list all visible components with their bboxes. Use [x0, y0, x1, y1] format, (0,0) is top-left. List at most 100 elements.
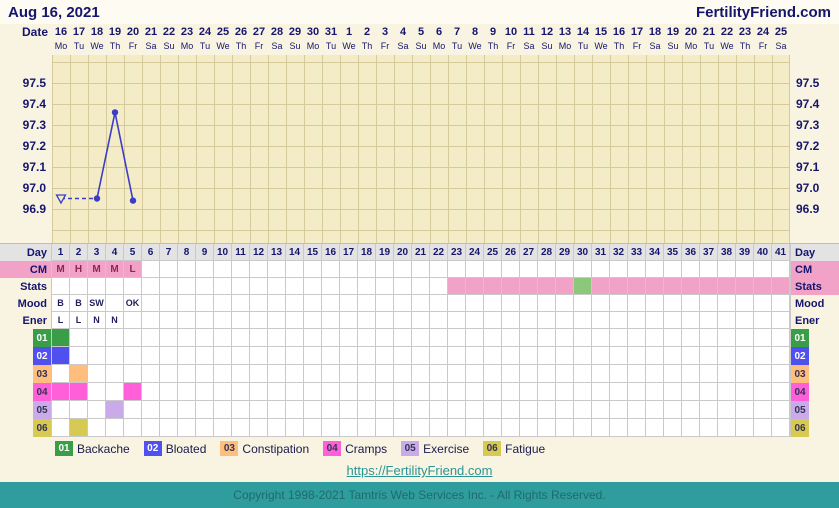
mood-cell[interactable] [376, 295, 394, 312]
day-cell[interactable]: 37 [700, 244, 718, 261]
symptom-cell[interactable] [664, 329, 682, 347]
cm-cell[interactable] [196, 261, 214, 278]
date-column[interactable]: 17 Fr [628, 24, 646, 55]
date-column[interactable]: 23 Mo [178, 24, 196, 55]
stats-cell[interactable] [592, 278, 610, 295]
symptom-cell[interactable] [52, 329, 70, 347]
symptom-cell[interactable] [394, 419, 412, 437]
symptom-cell[interactable] [124, 383, 142, 401]
energy-cell[interactable] [574, 312, 592, 329]
mood-cell[interactable]: SW [88, 295, 106, 312]
symptom-cell[interactable] [412, 401, 430, 419]
symptom-cell[interactable] [52, 347, 70, 365]
symptom-cell[interactable] [214, 347, 232, 365]
stats-cell[interactable] [376, 278, 394, 295]
symptom-cell[interactable] [160, 365, 178, 383]
stats-cell[interactable] [322, 278, 340, 295]
symptom-cell[interactable] [520, 347, 538, 365]
stats-cell[interactable] [124, 278, 142, 295]
symptom-cell[interactable] [448, 383, 466, 401]
stats-cell[interactable] [502, 278, 520, 295]
stats-cell[interactable] [412, 278, 430, 295]
symptom-cell[interactable] [376, 419, 394, 437]
symptom-cell[interactable] [412, 365, 430, 383]
energy-cell[interactable] [286, 312, 304, 329]
day-cell[interactable]: 33 [628, 244, 646, 261]
day-cell[interactable]: 30 [574, 244, 592, 261]
symptom-cell[interactable] [232, 401, 250, 419]
symptom-cell[interactable] [286, 365, 304, 383]
symptom-cell[interactable] [556, 329, 574, 347]
symptom-cell[interactable] [574, 401, 592, 419]
day-cell[interactable]: 7 [160, 244, 178, 261]
footer-site-link[interactable]: https://FertilityFriend.com [346, 463, 493, 478]
symptom-cell[interactable] [448, 401, 466, 419]
cm-cell[interactable] [646, 261, 664, 278]
energy-cell[interactable] [466, 312, 484, 329]
symptom-cell[interactable] [376, 365, 394, 383]
stats-cell[interactable] [340, 278, 358, 295]
cm-cell[interactable]: M [106, 261, 124, 278]
symptom-cell[interactable] [520, 401, 538, 419]
symptom-cell[interactable] [160, 401, 178, 419]
day-cell[interactable]: 16 [322, 244, 340, 261]
symptom-cell[interactable] [88, 365, 106, 383]
energy-cell[interactable] [178, 312, 196, 329]
cm-cell[interactable] [718, 261, 736, 278]
date-column[interactable]: 16 Mo [52, 24, 70, 55]
stats-cell[interactable] [736, 278, 754, 295]
date-column[interactable]: 29 Su [286, 24, 304, 55]
date-column[interactable]: 22 We [718, 24, 736, 55]
symptom-cell[interactable] [88, 347, 106, 365]
energy-cell[interactable] [358, 312, 376, 329]
day-cell[interactable]: 23 [448, 244, 466, 261]
energy-cell[interactable] [394, 312, 412, 329]
symptom-cell[interactable] [322, 347, 340, 365]
symptom-cell[interactable] [268, 329, 286, 347]
day-cell[interactable]: 12 [250, 244, 268, 261]
cm-cell[interactable] [520, 261, 538, 278]
symptom-cell[interactable] [628, 419, 646, 437]
symptom-cell[interactable] [142, 419, 160, 437]
day-cell[interactable]: 20 [394, 244, 412, 261]
symptom-cell[interactable] [178, 401, 196, 419]
day-cell[interactable]: 28 [538, 244, 556, 261]
symptom-cell[interactable] [430, 347, 448, 365]
symptom-cell[interactable] [520, 419, 538, 437]
symptom-cell[interactable] [772, 365, 790, 383]
energy-cell[interactable] [772, 312, 790, 329]
day-cell[interactable]: 6 [142, 244, 160, 261]
day-cell[interactable]: 17 [340, 244, 358, 261]
cm-cell[interactable] [736, 261, 754, 278]
stats-cell[interactable] [484, 278, 502, 295]
date-column[interactable]: 4 Sa [394, 24, 412, 55]
energy-cell[interactable] [538, 312, 556, 329]
cm-cell[interactable] [178, 261, 196, 278]
symptom-cell[interactable] [322, 383, 340, 401]
symptom-cell[interactable] [520, 365, 538, 383]
symptom-cell[interactable] [502, 401, 520, 419]
symptom-cell[interactable] [322, 419, 340, 437]
cm-cell[interactable] [448, 261, 466, 278]
symptom-cell[interactable] [394, 347, 412, 365]
symptom-cell[interactable] [70, 329, 88, 347]
day-cell[interactable]: 18 [358, 244, 376, 261]
symptom-cell[interactable] [772, 401, 790, 419]
energy-cell[interactable] [448, 312, 466, 329]
symptom-cell[interactable] [556, 365, 574, 383]
stats-cell[interactable] [538, 278, 556, 295]
symptom-cell[interactable] [178, 347, 196, 365]
symptom-cell[interactable] [160, 419, 178, 437]
stats-cell[interactable] [52, 278, 70, 295]
cm-cell[interactable] [430, 261, 448, 278]
symptom-cell[interactable] [52, 419, 70, 437]
mood-cell[interactable] [106, 295, 124, 312]
stats-cell[interactable] [196, 278, 214, 295]
symptom-cell[interactable] [286, 383, 304, 401]
symptom-cell[interactable] [142, 401, 160, 419]
symptom-cell[interactable] [736, 347, 754, 365]
symptom-cell[interactable] [448, 329, 466, 347]
temp-point[interactable] [111, 109, 119, 116]
symptom-cell[interactable] [160, 329, 178, 347]
cm-cell[interactable] [682, 261, 700, 278]
